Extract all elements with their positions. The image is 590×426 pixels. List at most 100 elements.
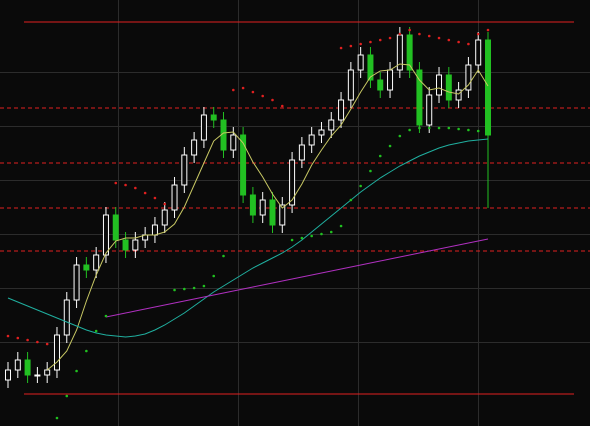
sar-dot [476,32,480,36]
sar-dot [467,42,470,46]
sar-dot [280,104,284,108]
sar-dot [427,126,431,130]
candle-body [318,129,325,136]
sar-dot [124,183,127,187]
candle-body [200,114,207,141]
candle-body [24,359,31,376]
candle-body [151,224,158,236]
sar-dot [173,288,176,292]
candle-body [269,199,276,226]
candle-body [102,214,109,256]
sar-dot [153,196,157,200]
sar-dot [447,38,451,42]
candle-body [347,69,354,101]
sar-dot [486,28,490,32]
sar-dot [486,130,490,134]
candle-body [289,159,296,206]
sar-dot [251,90,255,94]
sar-dot [349,44,353,48]
sar-dot [378,38,382,42]
moving-average [46,63,489,371]
candle-body [475,39,482,66]
sar-dot [457,40,460,44]
sar-dot [114,181,118,185]
sar-dot [183,287,186,291]
candle-body [44,369,51,376]
sar-dot [457,127,460,131]
candle-body [63,299,70,336]
sar-dot [427,34,431,38]
sar-dot [359,184,362,188]
candle-body [338,99,345,121]
sar-dot [320,232,323,236]
candle-body [5,369,11,381]
sar-dot [55,416,59,420]
sar-dot [45,342,49,346]
candle-body [230,134,237,151]
sar-dot [408,128,411,132]
sar-dot [447,126,451,130]
candle-body [436,74,443,96]
sar-dot [408,28,411,32]
candle-body [426,94,433,126]
moving-average [7,138,489,338]
sar-dot [202,284,206,288]
candle-body [171,184,178,211]
candle-body [416,69,423,126]
sar-dot [398,32,402,36]
sar-dot [310,234,313,238]
sar-dot [94,329,98,333]
candle-body [210,114,217,121]
sar-dot [369,169,372,173]
sar-dot [134,186,137,190]
candle-body [191,139,198,156]
candle-body [83,264,90,271]
sar-dot [85,349,88,353]
sar-dot [388,144,392,148]
candle-body [132,239,139,251]
candle-body [14,359,21,371]
candle-body [387,69,394,91]
candle-body [279,204,286,226]
sar-dot [143,191,147,195]
candle-body [445,74,452,101]
sar-dot [349,198,353,202]
sar-dot [437,36,441,40]
candle-body [308,134,315,146]
sar-dot [36,340,39,344]
candle-body [259,199,266,216]
candle-body [53,334,60,371]
candle-body [93,254,100,271]
sar-dot [378,154,382,158]
sar-dot [222,254,225,258]
sar-dot [65,394,69,398]
sar-dot [467,128,470,132]
candle-body [377,79,384,91]
candle-body [328,119,335,131]
candle-body [298,144,305,161]
sar-dot [26,338,29,342]
sar-dot [369,40,372,44]
candle-body [240,134,247,196]
candle-body [465,64,472,91]
sar-dot [476,129,480,133]
candle-body [357,54,364,71]
candle-body [161,209,168,226]
sar-dot [329,230,333,234]
sar-dot [16,336,20,340]
sar-dot [398,134,402,138]
candle-body [112,214,119,241]
sar-dot [300,236,304,240]
candle-body [122,239,129,251]
sar-dot [192,286,196,290]
candle-body [249,194,256,216]
sar-dot [339,46,343,50]
sar-dot [418,32,421,36]
sar-dot [212,274,216,278]
moving-average [105,238,489,318]
sar-dot [437,126,441,130]
